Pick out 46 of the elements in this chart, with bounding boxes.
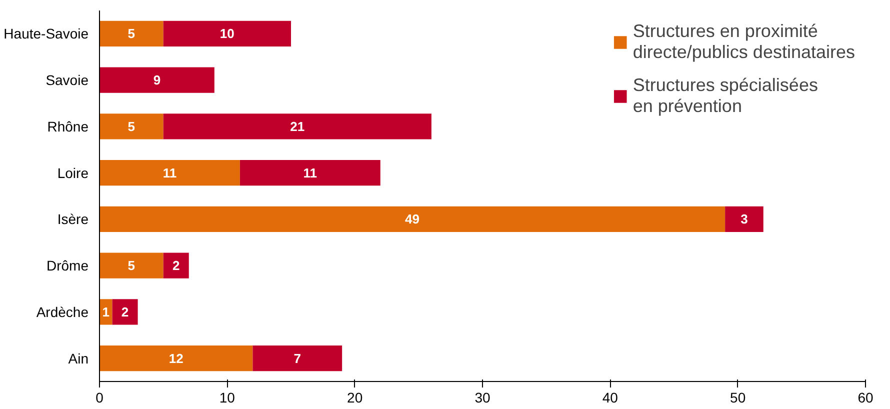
bar xyxy=(252,346,342,372)
data-label: 12 xyxy=(168,350,184,366)
y-tick-label: Drôme xyxy=(46,258,89,274)
bar xyxy=(100,160,240,186)
data-label: 21 xyxy=(290,118,305,134)
bar xyxy=(163,252,189,278)
y-tick-label: Loire xyxy=(57,164,89,181)
data-label: 11 xyxy=(303,165,318,180)
bar xyxy=(100,252,164,278)
y-tick-label: Rhône xyxy=(47,118,89,134)
bar xyxy=(725,206,764,232)
data-label: 11 xyxy=(162,165,177,180)
y-tick-label: Isère xyxy=(57,211,89,228)
data-label: 2 xyxy=(172,258,180,274)
bar xyxy=(100,114,164,140)
y-tick-label: Savoie xyxy=(46,72,89,88)
bar xyxy=(240,160,380,186)
y-tick-label: Ain xyxy=(68,350,88,366)
legend-label: Structures spécialisées en prévention xyxy=(632,74,818,118)
y-tick-label: Ardèche xyxy=(36,304,89,320)
x-tick-label: 50 xyxy=(730,390,746,406)
legend-label: Structures en proximité directe/publics destinataires xyxy=(632,20,855,64)
bar xyxy=(163,20,291,46)
data-label: 10 xyxy=(220,26,234,42)
data-label: 5 xyxy=(128,26,136,42)
bar xyxy=(163,114,432,140)
data-label: 3 xyxy=(740,212,748,227)
bar xyxy=(100,20,164,46)
bar xyxy=(112,299,138,325)
x-tick-label: 0 xyxy=(96,390,104,406)
x-tick-label: 10 xyxy=(219,390,236,406)
data-label: 9 xyxy=(153,72,161,88)
x-tick-label: 60 xyxy=(858,390,874,406)
bar xyxy=(100,346,253,372)
x-tick-label: 40 xyxy=(602,390,618,406)
data-label: 1 xyxy=(102,304,110,320)
bar xyxy=(100,206,726,232)
y-tick-label: Haute-Savoie xyxy=(4,26,89,42)
data-label: 5 xyxy=(128,258,136,274)
x-tick-label: 30 xyxy=(474,390,490,406)
bar xyxy=(100,67,214,93)
data-label: 49 xyxy=(405,212,420,227)
data-label: 7 xyxy=(294,350,302,366)
data-label: 2 xyxy=(121,304,129,320)
x-tick-label: 20 xyxy=(347,390,363,406)
data-label: 5 xyxy=(128,118,136,134)
